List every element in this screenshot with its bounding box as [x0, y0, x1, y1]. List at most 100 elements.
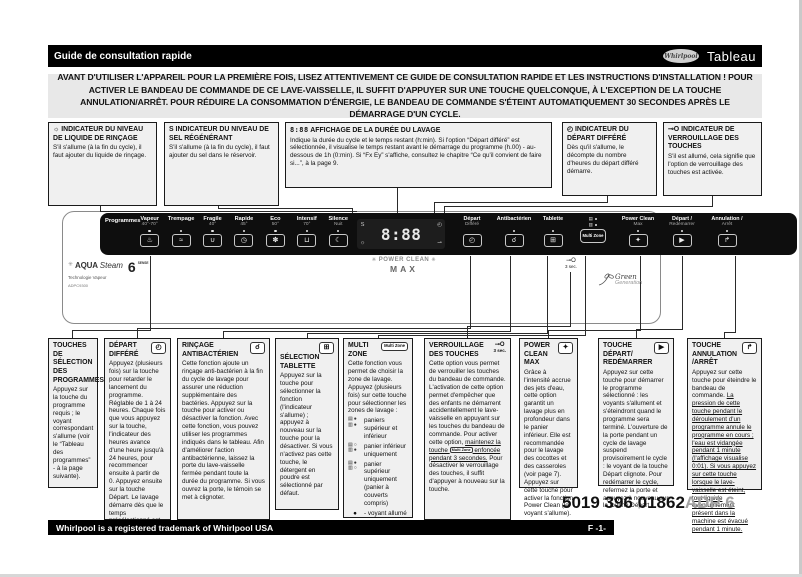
- cancel-button: ↱: [717, 233, 737, 247]
- connector-line: [378, 335, 379, 338]
- cancel-button-icon: ↱: [742, 342, 757, 354]
- callout-body: Grâce à l'intensité accrue des jets d'ea…: [524, 368, 574, 518]
- sparkle-icon: ✳: [68, 262, 74, 268]
- connector-line: [570, 272, 571, 326]
- lower-rack-icon: ▥: [588, 221, 593, 227]
- connector-line: [72, 330, 73, 338]
- multizone-option-row: ▤ ● ▥ ○ panier supérieur uniquement (panie…: [348, 459, 397, 507]
- callout-body: S'il est allumé, cela signifie que l'opt…: [668, 152, 756, 176]
- connector-line: [218, 208, 352, 209]
- program-led: [336, 229, 340, 232]
- connector-line: [434, 202, 608, 203]
- multizone-button: Multi Zone: [580, 229, 606, 243]
- document-code: 5019 396 01862ADP 6: [562, 493, 735, 512]
- program-led: [211, 229, 214, 232]
- rinse-aid-icon: ☼: [53, 126, 60, 133]
- multizone-option-row: ▤ ○ ▥ ● panier inférieur uniquement: [348, 441, 407, 458]
- lower-rack-icon: ▥: [348, 447, 353, 454]
- callout-body: Appuyez sur cette touche pour éteindre l…: [692, 368, 757, 534]
- fast-clock-icon: ◷: [240, 236, 248, 244]
- whirlpool-logo: Whirlpool: [662, 49, 699, 63]
- start-button: ▶: [672, 233, 692, 247]
- program-led: [305, 229, 309, 232]
- connector-line: [470, 256, 471, 328]
- intensif-button: ⊔: [297, 233, 317, 247]
- callout-tablet-selection: ⊞ SÉLECTION TABLETTE Appuyez sur la touch…: [275, 338, 339, 510]
- option-antibacterien: Antibactérien ☌: [492, 216, 536, 247]
- callout-keylock-indicator: ⊸O INDICATEUR DE VERROUILLAGE DES TOUCHE…: [663, 122, 762, 196]
- model-code: ADPC9300: [68, 282, 89, 288]
- clock-icon: ◴: [468, 236, 476, 244]
- play-icon: ▶: [679, 236, 685, 244]
- upper-rack-icon: ▤: [348, 459, 353, 466]
- connector-line: [636, 329, 637, 338]
- callout-body: Cette fonction ajoute un rinçage anti-ba…: [182, 360, 265, 501]
- program-intensif: Intensif 70° ⊔: [291, 216, 322, 247]
- connector-line: [72, 330, 151, 331]
- callout-salt-indicator: S INDICATEUR DU NIVEAU DE SEL RÉGÉNÉRANT…: [164, 122, 279, 206]
- option-led: [680, 229, 684, 232]
- connector-line: [712, 196, 713, 207]
- program-fragile: Fragile 40° ∪: [197, 216, 228, 247]
- warning-text: AVANT D'UTILISER L'APPAREIL POUR LA PREM…: [48, 72, 762, 119]
- callout-antibacterial-rinse: ☌ RINÇAGE ANTIBACTÉRIEN Cette fonction aj…: [177, 338, 270, 520]
- callout-multizone: Multi Zone MULTI ZONE Cette fonction vous…: [343, 338, 413, 518]
- moon-icon: ☾: [335, 236, 342, 244]
- trempage-button: ≈: [171, 233, 191, 247]
- page-title: Guide de consultation rapide: [54, 50, 192, 62]
- tablet-button-icon: ⊞: [319, 342, 334, 354]
- programs-label: Programmes: [105, 218, 141, 224]
- pot-icon: ⊔: [304, 236, 310, 244]
- power-clean-button: ✦: [628, 233, 648, 247]
- connector-line: [682, 256, 683, 329]
- program-buttons-group: Vapeur 40°-70° ♨ Trempage ≈ Fragile 40° …: [134, 216, 354, 247]
- callout-body: Indique la durée du cycle et le temps re…: [290, 136, 542, 168]
- multizone-led: [594, 217, 598, 221]
- program-trempage: Trempage ≈: [165, 216, 196, 247]
- time-display: S ☼ 8:88 ◴ ⊸: [357, 219, 445, 249]
- option-multizone: ▤ ▥ Multi Zone: [570, 216, 616, 247]
- connector-line: [548, 330, 549, 338]
- callout-body: S'il s'allume (à la fin du cycle), il fa…: [53, 144, 147, 160]
- key-icon: ⊸O: [566, 258, 576, 264]
- upper-rack-icon: ▤: [588, 215, 593, 221]
- tablet-button: ⊞: [543, 233, 563, 247]
- callout-body: Cette fonction vous permet de choisir la…: [348, 360, 407, 415]
- panel-outline: [62, 211, 661, 324]
- eco-icon: ✽: [272, 236, 279, 244]
- connector-line: [378, 335, 586, 336]
- clock-button-icon: ◴: [151, 342, 166, 354]
- connector-line: [218, 206, 219, 209]
- antibacterial-button-icon: ☌: [250, 342, 265, 354]
- connector-line: [547, 256, 548, 333]
- leaf-icon: [598, 273, 614, 286]
- connector-line: [223, 331, 224, 338]
- connector-line: [640, 256, 641, 330]
- power-clean-button-icon: ✦: [558, 342, 573, 354]
- connector-line: [585, 256, 586, 335]
- option-annulation: Annulation / Arrêt ↱: [704, 216, 750, 247]
- connector-line: [724, 332, 725, 338]
- fragile-button: ∪: [203, 233, 223, 247]
- eco-button: ✽: [265, 233, 285, 247]
- play-button-icon: ▶: [654, 342, 669, 354]
- green-generation-logo: Green Generation: [598, 272, 642, 286]
- connector-line: [307, 333, 308, 338]
- callout-body: Appuyez sur la touche pour sélectionner …: [280, 372, 333, 498]
- connector-line: [150, 256, 151, 330]
- option-tablette: Tablette ⊞: [536, 216, 570, 247]
- connector-line: [397, 188, 398, 214]
- lock-hold-hint: ⊸O 3 sec.: [565, 258, 578, 269]
- connector-line: [100, 206, 101, 212]
- power-clean-max-logo: ✳ POWER CLEAN ✳ MAX: [371, 257, 437, 274]
- callout-power-clean: ✦ POWER CLEAN MAX Grâce à l'intensité acc…: [519, 338, 578, 517]
- connector-line: [100, 211, 357, 212]
- connector-line: [548, 330, 641, 331]
- footer-bar: Whirlpool is a registered trademark of W…: [48, 520, 614, 535]
- trademark-text: Whirlpool is a registered trademark of W…: [56, 522, 274, 533]
- antibacterial-icon: ☌: [511, 236, 517, 244]
- cancel-icon: ↱: [724, 236, 730, 244]
- keylock-indicator-icon: ⊸: [437, 240, 442, 246]
- connector-line: [724, 332, 736, 333]
- key-icon: ⊸O: [494, 342, 505, 348]
